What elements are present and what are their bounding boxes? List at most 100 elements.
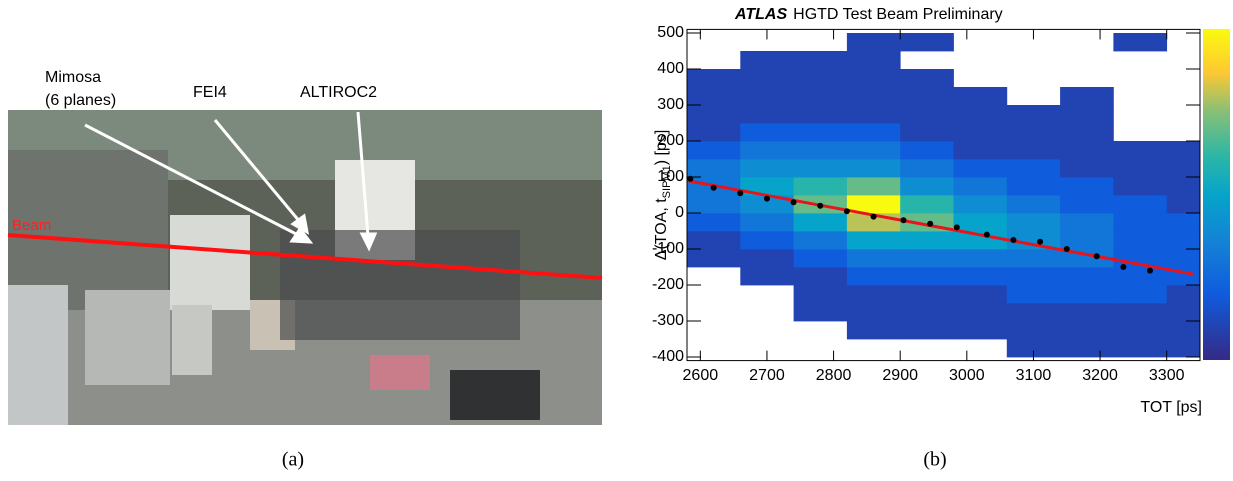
heat-cell: [740, 69, 794, 88]
heat-cell: [687, 249, 741, 268]
heat-cell: [953, 159, 1008, 178]
heat-cell: [1166, 321, 1201, 340]
heat-cell: [846, 231, 901, 250]
heat-cell: [740, 87, 794, 106]
heat-cell: [1113, 213, 1168, 232]
heat-cell: [1006, 267, 1061, 286]
heat-cell: [793, 69, 848, 88]
heat-cell: [953, 123, 1008, 142]
photo-instruments: [85, 290, 170, 385]
heat-cell: [1060, 87, 1114, 106]
heat-cell: [1006, 231, 1061, 250]
beam-line: [7, 233, 603, 280]
heat-cell: [953, 195, 1008, 214]
heat-cell: [900, 87, 954, 106]
heat-cell: [1006, 339, 1061, 358]
x-tick-label: 2900: [882, 367, 918, 384]
x-label: TOT [ps]: [1140, 399, 1202, 416]
heat-cell: [793, 213, 848, 232]
heat-cell: [1166, 159, 1201, 178]
photo: Beam: [7, 110, 603, 425]
profile-point: [983, 231, 990, 238]
heat-cell: [1113, 231, 1168, 250]
heat-cell: [900, 231, 954, 250]
x-tick-label: 3100: [1016, 367, 1052, 384]
profile-point: [1093, 253, 1100, 260]
profile-point: [927, 220, 934, 227]
fit-line: [686, 179, 1194, 276]
heat-cell: [846, 33, 901, 52]
heat-cell: [900, 267, 954, 286]
photo-cabinet: [8, 285, 68, 425]
heat-cell: [687, 213, 741, 232]
heat-cell: [687, 87, 741, 106]
heat-cell: [1060, 267, 1114, 286]
heat-cell: [1060, 159, 1114, 178]
label: FEI4: [193, 84, 227, 101]
heat-cell: [687, 231, 741, 250]
plot-frame: [686, 28, 1201, 362]
arrow-head: [289, 226, 314, 244]
heat-cell: [846, 141, 901, 160]
heat-cell: [1166, 285, 1201, 304]
heat-cell: [740, 231, 794, 250]
heat-cell: [793, 87, 848, 106]
colorbar: [1203, 29, 1230, 360]
heat-cell: [1060, 195, 1114, 214]
x-tick-label: 2800: [816, 367, 852, 384]
heat-cell: [793, 177, 848, 196]
heat-cell: [1060, 123, 1114, 142]
beam-label: Beam: [12, 217, 51, 234]
heat-cell: [1060, 249, 1114, 268]
profile-point: [1063, 246, 1070, 252]
heat-cell: [900, 195, 954, 214]
heat-cell: [1166, 195, 1201, 214]
heat-cell: [687, 141, 741, 160]
heat-cell: [1166, 213, 1201, 232]
heat-cell: [1166, 339, 1201, 358]
heat-cell: [1006, 159, 1061, 178]
x-tick-label: 2700: [749, 367, 785, 384]
profile-point: [1010, 237, 1017, 243]
heat-cell: [1166, 231, 1201, 250]
photo-instruments: [172, 305, 212, 375]
heat-cell: [1006, 141, 1061, 160]
heat-cell: [740, 249, 794, 268]
heat-cell: [1006, 123, 1061, 142]
arrow: [356, 111, 370, 237]
y-label: Δ(TOA, tSIPM1) [ps]: [653, 130, 673, 261]
title-bold: ATLAS: [734, 6, 787, 23]
heat-cell: [953, 141, 1008, 160]
heat-cell: [846, 195, 901, 214]
heat-cell: [900, 105, 954, 124]
y-label-end: ) [ps]: [653, 130, 670, 166]
profile-point: [763, 195, 770, 202]
heat-cell: [846, 105, 901, 124]
heat-cell: [953, 249, 1008, 268]
heat-cell: [740, 177, 794, 196]
x-tick-label: 3200: [1082, 367, 1118, 384]
heat-cell: [846, 303, 901, 322]
heat-cell: [953, 105, 1008, 124]
heat-cell: [900, 177, 954, 196]
heat-cell: [1006, 105, 1061, 124]
heat-cell: [1060, 285, 1114, 304]
photo-scope: [450, 370, 540, 420]
heat-cell: [687, 105, 741, 124]
profile-point: [843, 208, 850, 215]
heat-cell: [740, 267, 794, 286]
y-tick-label: 100: [657, 168, 684, 185]
profile-point: [1147, 267, 1154, 274]
heat-cell: [1166, 177, 1201, 196]
heat-cell: [1006, 285, 1061, 304]
heat-cell: [953, 213, 1008, 232]
heat-cell: [953, 285, 1008, 304]
x-tick-label: 2600: [683, 367, 719, 384]
profile-point: [1037, 238, 1044, 245]
heat-cell: [793, 285, 848, 304]
heat-cell: [900, 69, 954, 88]
photo-box: [170, 215, 250, 310]
profile-point: [953, 224, 960, 231]
arrow: [84, 123, 301, 238]
heat-cell: [900, 321, 954, 340]
